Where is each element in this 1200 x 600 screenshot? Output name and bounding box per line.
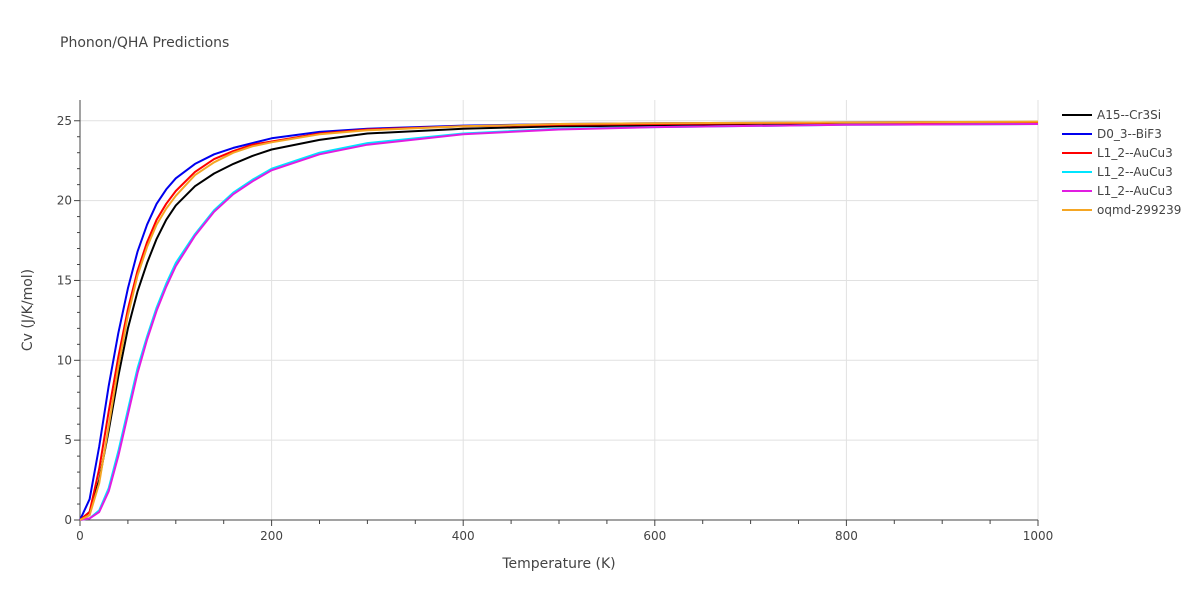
x-tick-label: 400 (452, 529, 475, 543)
y-tick-label: 25 (57, 114, 72, 128)
y-tick-label: 15 (57, 273, 72, 287)
x-tick-label: 1000 (1023, 529, 1054, 543)
series-line (79, 121, 1039, 521)
y-tick-label: 0 (64, 513, 72, 527)
legend-label: oqmd-299239 (1097, 203, 1181, 217)
series-line (79, 123, 1039, 521)
legend-item[interactable]: L1_2--AuCu3 (1062, 165, 1173, 179)
legend-label: D0_3--BiF3 (1097, 127, 1162, 141)
legend-item[interactable]: oqmd-299239 (1062, 203, 1181, 217)
series-line (79, 121, 1039, 521)
y-axis-title: Cv (J/K/mol) (20, 269, 36, 351)
series-lines (79, 120, 1039, 521)
series-line (79, 123, 1039, 521)
legend-item[interactable]: D0_3--BiF3 (1062, 127, 1162, 141)
legend-item[interactable]: A15--Cr3Si (1062, 108, 1161, 122)
chart-title: Phonon/QHA Predictions (60, 35, 230, 51)
axes: 0 200 400 600 800 1000 0 5 10 15 20 25 (57, 100, 1054, 543)
legend-label: A15--Cr3Si (1097, 108, 1161, 122)
x-tick-label: 0 (76, 529, 84, 543)
legend-item[interactable]: L1_2--AuCu3 (1062, 184, 1173, 198)
grid-lines (80, 100, 1039, 520)
y-tick-label: 5 (64, 433, 72, 447)
x-tick-label: 600 (643, 529, 666, 543)
legend-item[interactable]: L1_2--AuCu3 (1062, 146, 1173, 160)
x-axis-title: Temperature (K) (501, 556, 615, 572)
y-tick-label: 10 (57, 353, 72, 367)
series-line (79, 122, 1039, 521)
legend[interactable]: A15--Cr3Si D0_3--BiF3 L1_2--AuCu3 L1_2--AuC… (1062, 108, 1181, 217)
legend-label: L1_2--AuCu3 (1097, 146, 1173, 160)
legend-label: L1_2--AuCu3 (1097, 184, 1173, 198)
x-tick-label: 800 (835, 529, 858, 543)
x-tick-label: 200 (260, 529, 283, 543)
legend-label: L1_2--AuCu3 (1097, 165, 1173, 179)
series-line (79, 120, 1039, 521)
y-tick-label: 20 (57, 194, 72, 208)
